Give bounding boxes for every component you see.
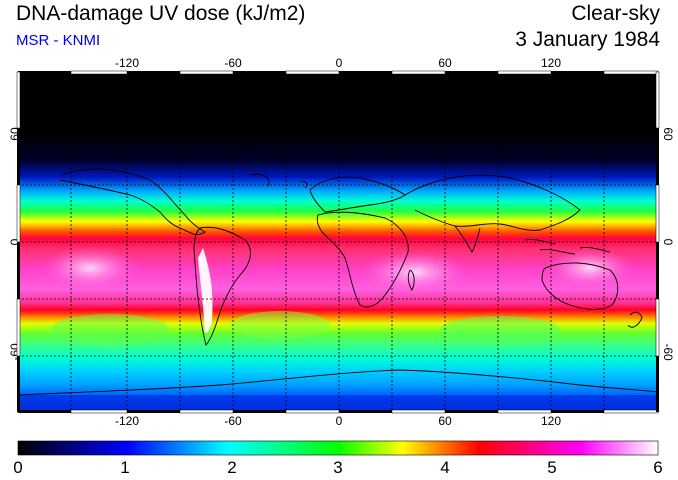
lon-tick-bottom: 120 — [540, 414, 562, 428]
colorbar-label: 1 — [120, 458, 130, 477]
lon-tick-bottom: 60 — [438, 414, 452, 428]
source-label: MSR - KNMI — [16, 32, 101, 49]
colorbar-label: 3 — [333, 458, 343, 477]
map-title: DNA-damage UV dose (kJ/m2) — [16, 2, 306, 25]
colorbar-label: 6 — [653, 458, 663, 477]
colorbar-label: 0 — [13, 458, 23, 477]
uv-hotspot — [360, 250, 470, 294]
andes-highlight — [198, 248, 213, 333]
lon-tick-top: 120 — [540, 56, 562, 70]
uv-hotspot — [40, 246, 140, 290]
colorbar-label: 4 — [440, 458, 450, 477]
uv-field-patch — [50, 314, 170, 346]
lon-tick-top: -120 — [114, 56, 140, 70]
uv-field-patch — [440, 316, 560, 344]
uv-hotspot — [545, 248, 635, 288]
colorbar-label: 5 — [547, 458, 557, 477]
colorbar-label: 2 — [227, 458, 237, 477]
lon-tick-top: 60 — [438, 56, 452, 70]
graticule — [18, 72, 658, 412]
uv-field-patch — [230, 311, 330, 339]
colorbar — [17, 440, 659, 456]
lon-tick-top: 0 — [335, 56, 343, 70]
lon-tick-bottom: -120 — [114, 414, 140, 428]
coastlines — [18, 168, 658, 396]
antarctica-zone — [18, 395, 658, 412]
lon-tick-bottom: -60 — [224, 414, 242, 428]
condition-label: Clear-sky — [571, 2, 660, 25]
frame-ticks — [16, 70, 660, 414]
lon-tick-top: -60 — [224, 56, 242, 70]
lon-tick-bottom: 0 — [335, 414, 343, 428]
date-label: 3 January 1984 — [515, 28, 660, 51]
